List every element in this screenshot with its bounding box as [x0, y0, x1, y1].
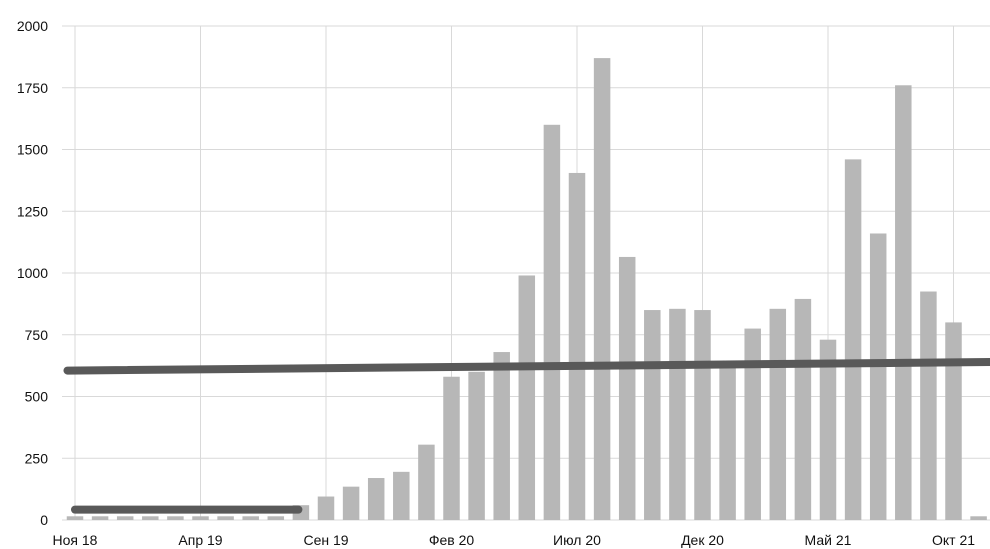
bar: [368, 478, 385, 520]
x-tick-label: Фев 20: [429, 532, 475, 548]
bar: [669, 309, 686, 520]
bar: [544, 125, 561, 520]
bar: [443, 377, 460, 520]
y-tick-label: 250: [25, 450, 49, 466]
bar: [719, 367, 736, 520]
bar: [845, 159, 862, 520]
x-tick-label: Сен 19: [303, 532, 348, 548]
x-axis: Ноя 18 Апр 19 Сен 19 Фев 20 Июл 20 Дек 20 Май …: [53, 532, 976, 548]
y-tick-label: 1000: [17, 265, 48, 281]
x-tick-label: Апр 19: [178, 532, 222, 548]
y-tick-label: 0: [40, 512, 48, 528]
y-tick-label: 1250: [17, 203, 48, 219]
bar: [945, 322, 962, 520]
bar: [970, 516, 987, 520]
bars: [67, 58, 987, 520]
bar: [242, 516, 259, 520]
bar: [318, 497, 335, 520]
bar: [268, 516, 285, 520]
bar: [142, 516, 159, 520]
x-tick-label: Ноя 18: [53, 532, 98, 548]
bar: [167, 516, 184, 520]
bar: [694, 310, 711, 520]
bar: [895, 85, 912, 520]
bar: [67, 516, 84, 520]
y-axis: 0 250 500 750 1000 1250 1500 1750 2000: [17, 18, 48, 528]
bar: [493, 352, 510, 520]
y-tick-label: 2000: [17, 18, 48, 34]
bar: [418, 445, 435, 520]
bar: [519, 275, 536, 520]
x-tick-label: Июл 20: [553, 532, 601, 548]
bar: [92, 516, 109, 520]
x-tick-label: Окт 21: [932, 532, 975, 548]
bar: [117, 516, 134, 520]
bar: [192, 516, 209, 520]
y-tick-label: 1750: [17, 80, 48, 96]
bar: [795, 299, 812, 520]
bar: [744, 329, 761, 520]
bar: [920, 292, 937, 520]
bar: [343, 487, 360, 520]
bar: [619, 257, 636, 520]
bar: [217, 516, 234, 520]
bar: [569, 173, 586, 520]
y-tick-label: 1500: [17, 142, 48, 158]
x-tick-label: Май 21: [805, 532, 852, 548]
x-tick-label: Дек 20: [681, 532, 724, 548]
bar: [870, 233, 887, 520]
bar: [594, 58, 611, 520]
bar: [770, 309, 787, 520]
y-tick-label: 500: [25, 389, 49, 405]
bar: [644, 310, 661, 520]
bar: [393, 472, 410, 520]
y-tick-label: 750: [25, 327, 49, 343]
bar: [468, 372, 485, 520]
